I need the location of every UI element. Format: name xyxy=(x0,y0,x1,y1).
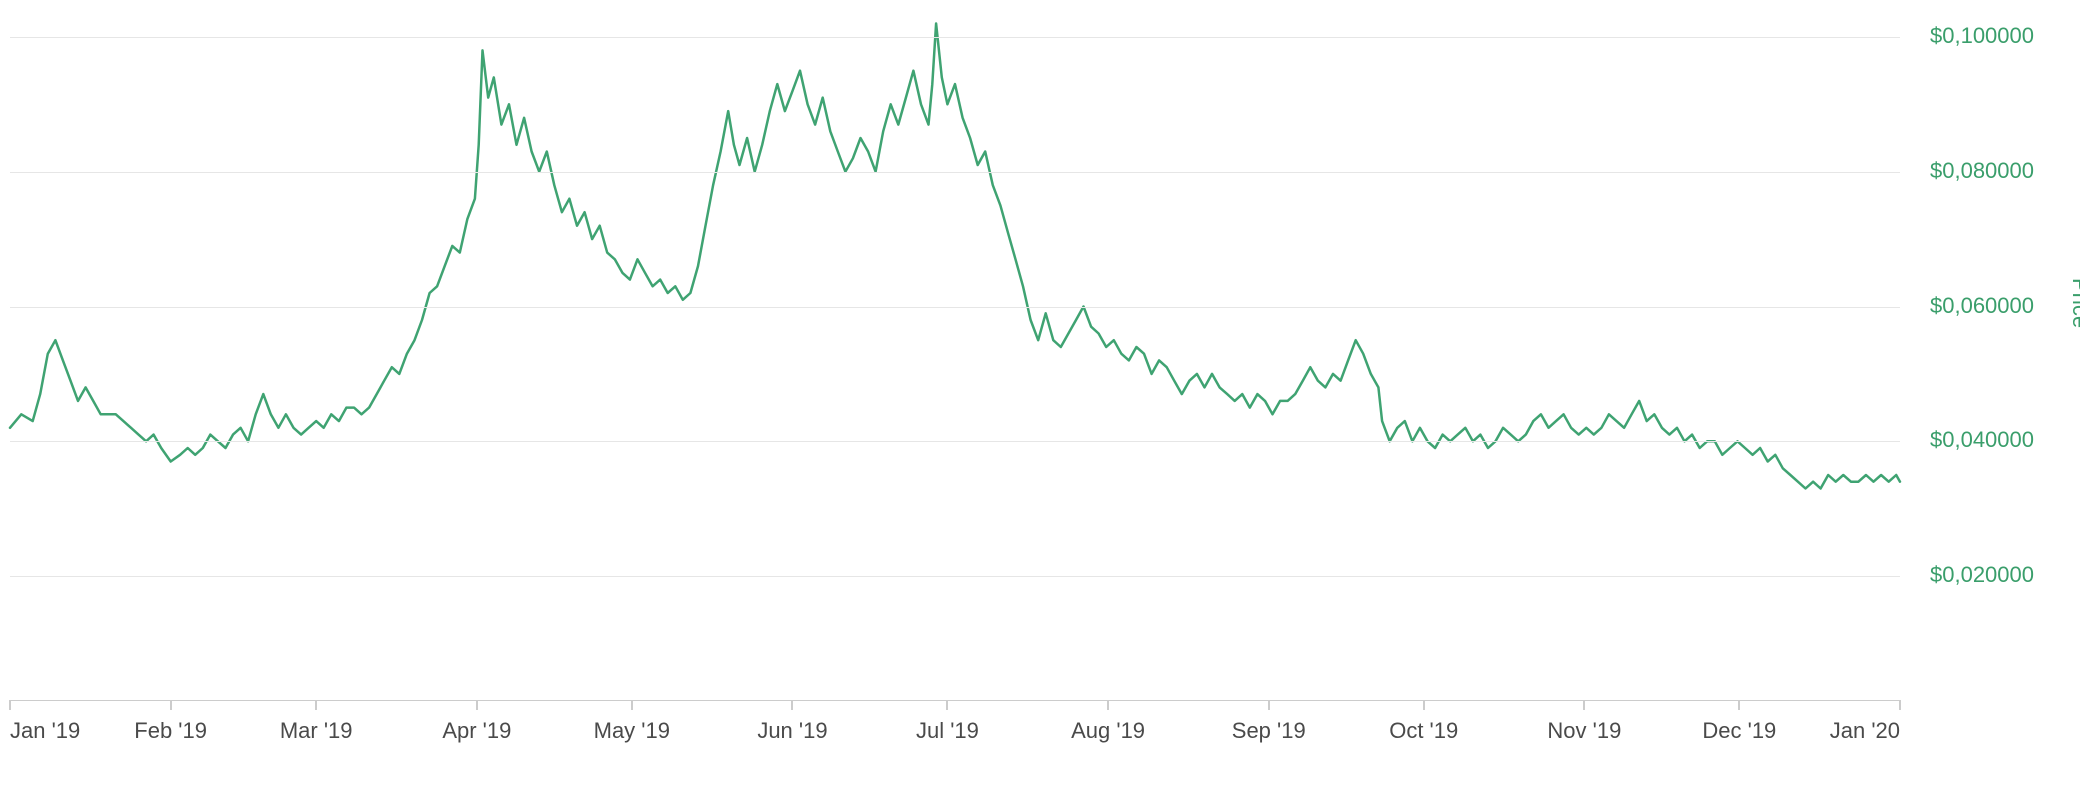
x-tick-label: Apr '19 xyxy=(442,718,511,744)
x-tick-label: Mar '19 xyxy=(280,718,353,744)
x-tick-label: Jan '20 xyxy=(1830,718,1900,744)
x-tick-label: Nov '19 xyxy=(1547,718,1621,744)
y-tick-label: $0,020000 xyxy=(1930,562,2034,588)
x-tick-label: Jun '19 xyxy=(757,718,827,744)
grid-line xyxy=(10,37,1900,38)
x-tick-label: May '19 xyxy=(594,718,670,744)
y-tick-label: $0,040000 xyxy=(1930,427,2034,453)
x-tick xyxy=(1268,700,1270,710)
x-axis-line xyxy=(10,700,1900,701)
x-tick xyxy=(9,700,11,710)
price-line xyxy=(10,10,1900,630)
x-tick-label: Jul '19 xyxy=(916,718,979,744)
y-axis-title: Price xyxy=(2067,278,2080,328)
x-tick xyxy=(1107,700,1109,710)
x-tick-label: Sep '19 xyxy=(1232,718,1306,744)
x-tick-label: Oct '19 xyxy=(1389,718,1458,744)
x-tick xyxy=(1583,700,1585,710)
x-tick xyxy=(1899,700,1901,710)
grid-line xyxy=(10,441,1900,442)
x-tick xyxy=(170,700,172,710)
x-tick-label: Feb '19 xyxy=(134,718,207,744)
x-tick xyxy=(946,700,948,710)
x-tick-label: Dec '19 xyxy=(1702,718,1776,744)
y-tick-label: $0,060000 xyxy=(1930,293,2034,319)
x-tick xyxy=(476,700,478,710)
price-chart[interactable]: Price $0,020000 $0,040000 $0,060000 $0,0800… xyxy=(0,0,2080,786)
x-tick-label: Jan '19 xyxy=(10,718,80,744)
plot-area[interactable] xyxy=(10,10,1900,630)
grid-line xyxy=(10,172,1900,173)
x-tick xyxy=(631,700,633,710)
x-tick-label: Aug '19 xyxy=(1071,718,1145,744)
y-tick-label: $0,080000 xyxy=(1930,158,2034,184)
x-tick xyxy=(1423,700,1425,710)
grid-line xyxy=(10,576,1900,577)
grid-line xyxy=(10,307,1900,308)
x-tick xyxy=(791,700,793,710)
x-tick xyxy=(1738,700,1740,710)
y-tick-label: $0,100000 xyxy=(1930,23,2034,49)
x-tick xyxy=(315,700,317,710)
